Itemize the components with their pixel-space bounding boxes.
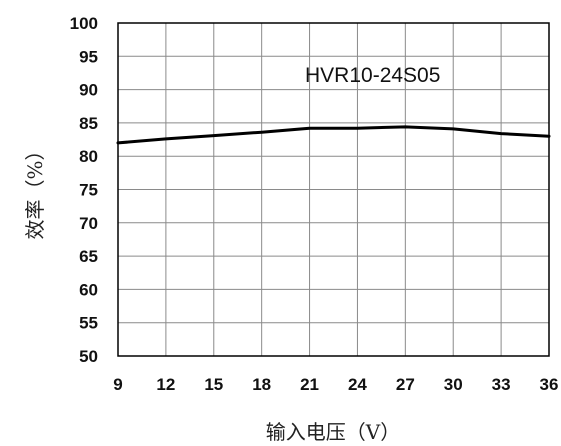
x-tick-label: 36	[540, 375, 559, 394]
y-tick-labels: 50 55 60 65 70 75 80 85 90 95 100	[70, 14, 98, 366]
y-tick-label: 100	[70, 14, 98, 33]
series-group	[116, 125, 551, 145]
x-tick-label: 24	[348, 375, 367, 394]
y-tick-label: 80	[79, 147, 98, 166]
y-axis-title: 效率（%）	[23, 140, 47, 239]
x-tick-label: 33	[492, 375, 511, 394]
y-tick-label: 90	[79, 81, 98, 100]
x-tick-label: 12	[156, 375, 175, 394]
x-tick-label: 9	[113, 375, 122, 394]
x-tick-label: 21	[300, 375, 319, 394]
y-tick-label: 95	[79, 47, 98, 66]
x-tick-label: 27	[396, 375, 415, 394]
x-tick-labels: 9 12 15 18 21 24 27 30 33 36	[113, 375, 558, 394]
y-tick-label: 60	[79, 280, 98, 299]
plot-border	[117, 22, 550, 357]
x-axis-title: 输入电压（V）	[266, 420, 400, 444]
y-tick-label: 75	[79, 181, 98, 200]
chart-annotation: HVR10-24S05	[305, 64, 440, 87]
y-tick-label: 85	[79, 114, 98, 133]
x-tick-label: 18	[252, 375, 271, 394]
y-tick-label: 65	[79, 247, 98, 266]
efficiency-series-line	[116, 125, 551, 145]
y-tick-label: 50	[79, 347, 98, 366]
x-tick-label: 15	[204, 375, 223, 394]
y-tick-label: 55	[79, 314, 98, 333]
x-tick-label: 30	[444, 375, 463, 394]
y-tick-label: 70	[79, 214, 98, 233]
